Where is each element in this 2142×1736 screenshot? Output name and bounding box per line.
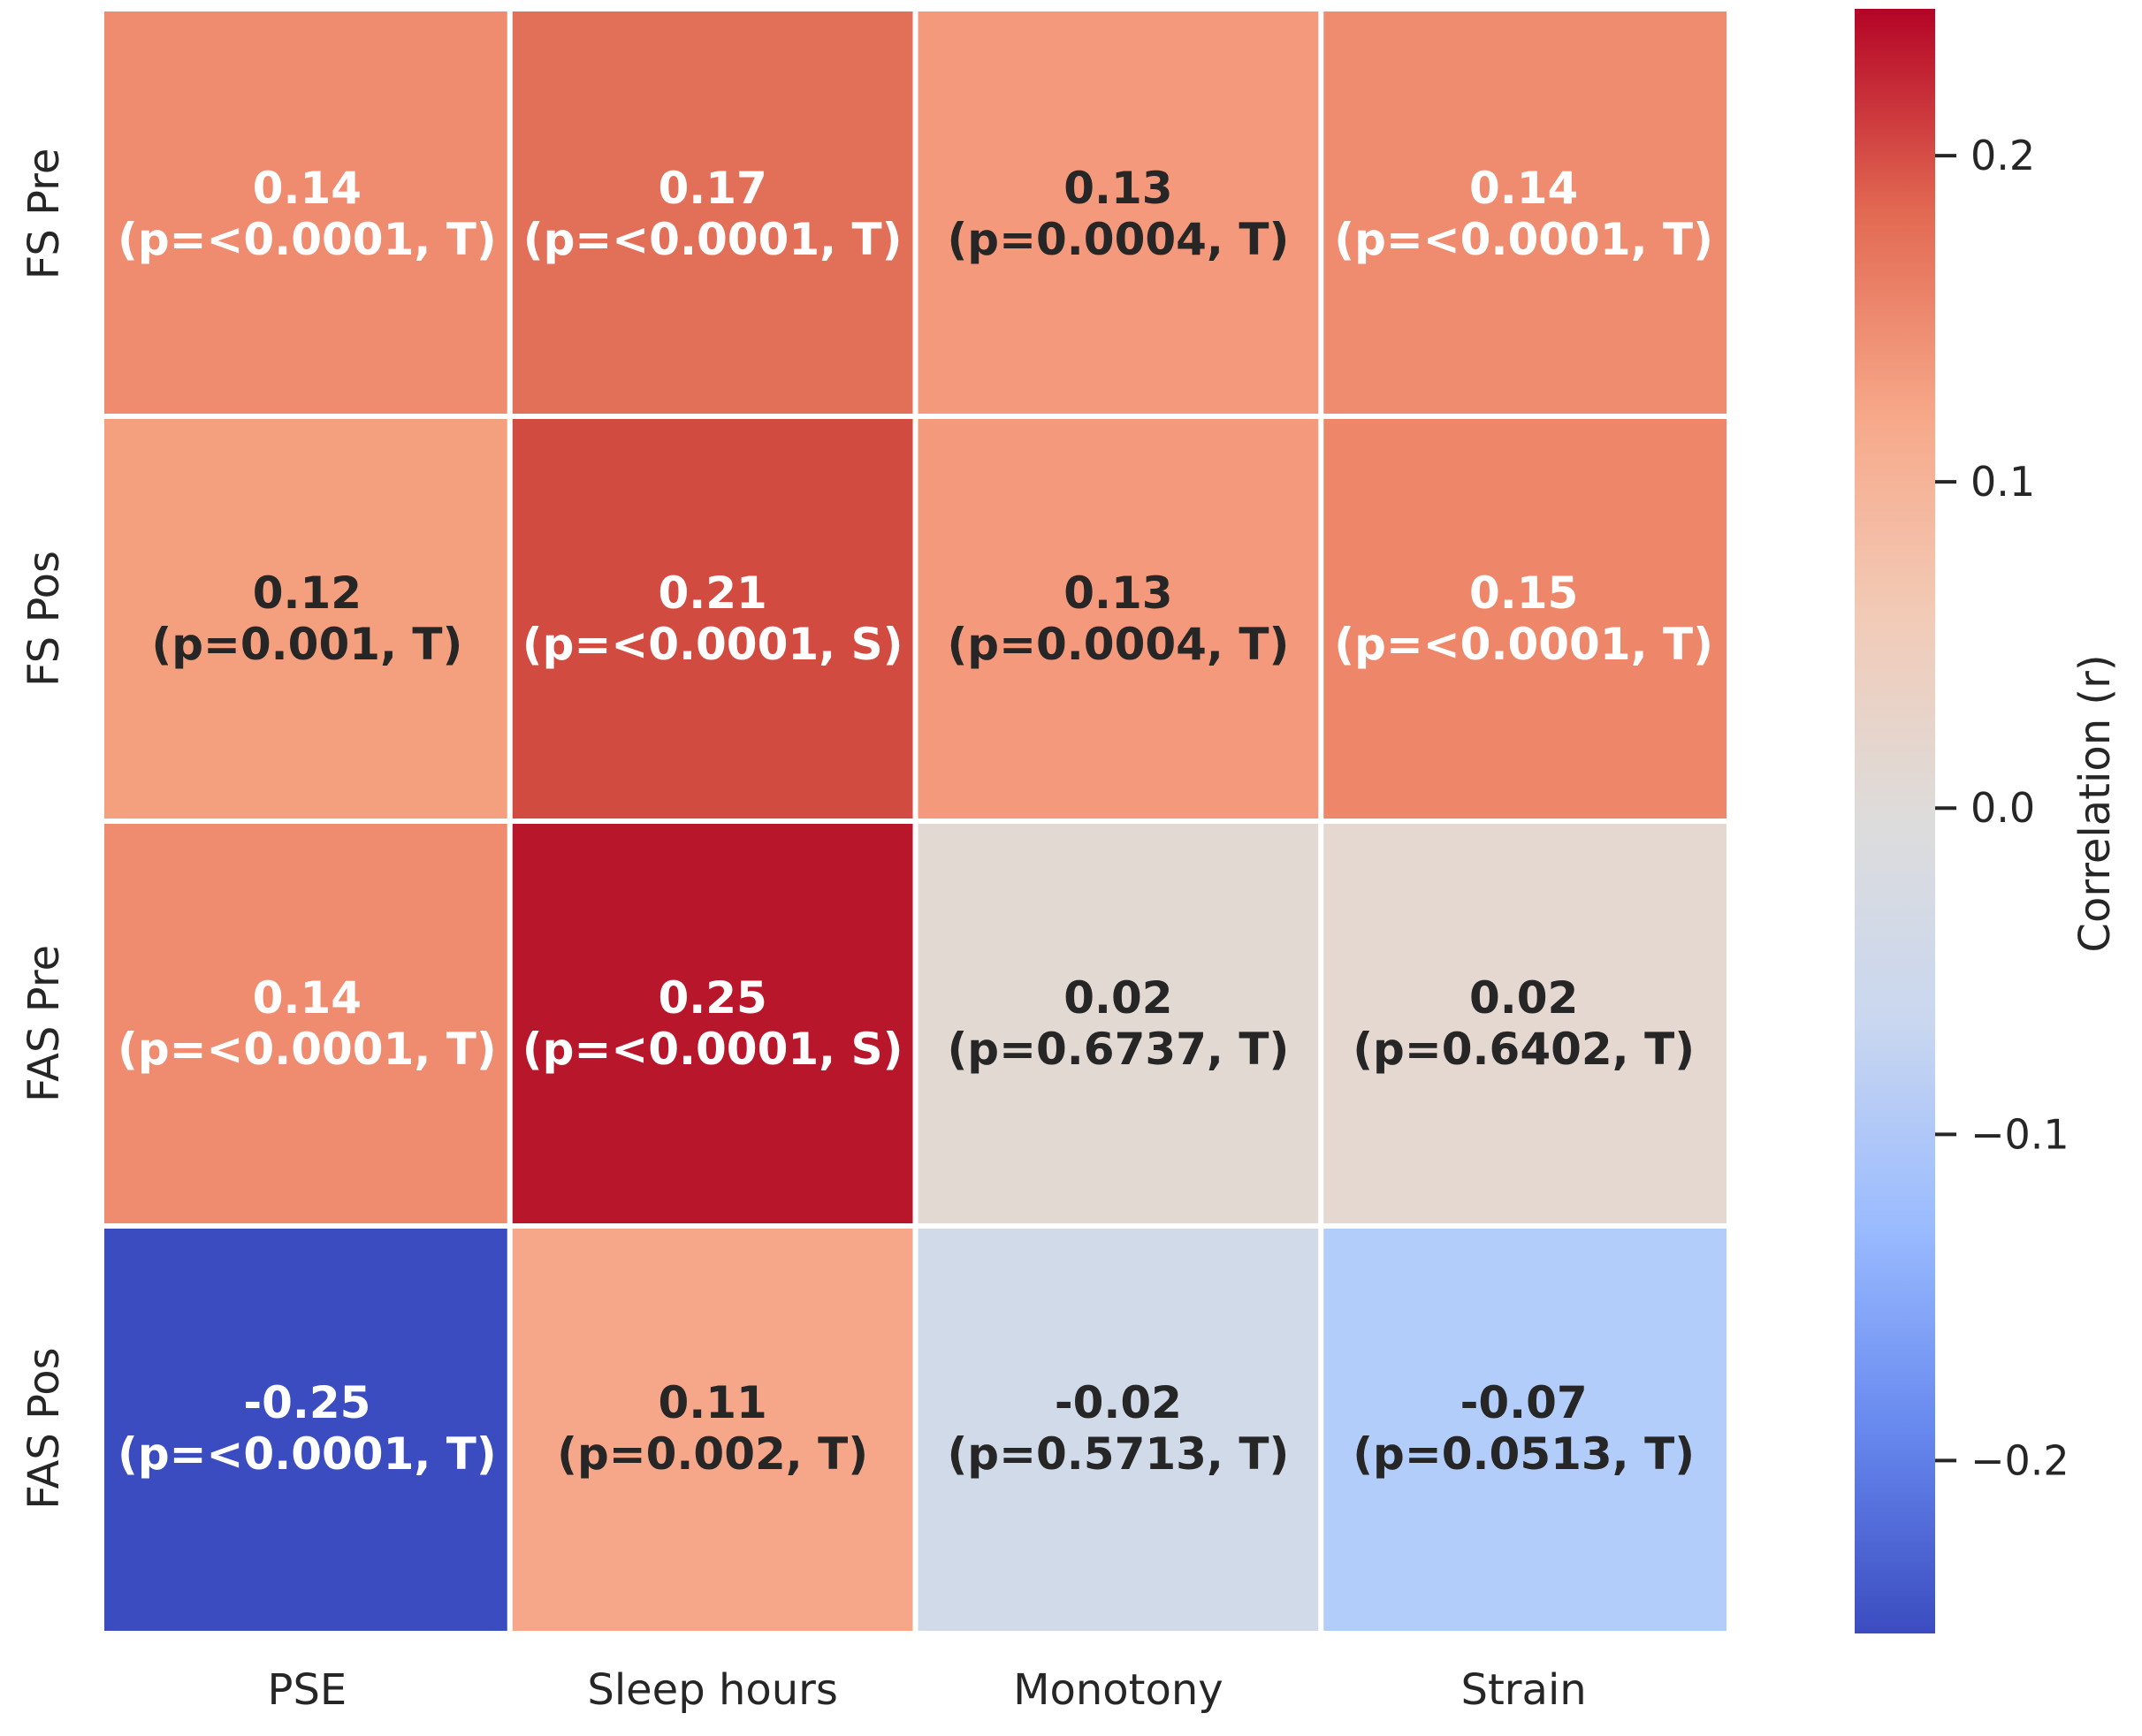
cell-value-label: 0.15 bbox=[1469, 567, 1578, 619]
cell-value-label: 0.14 bbox=[253, 163, 362, 214]
heatmap-cell: 0.13(p=0.0004, T) bbox=[918, 11, 1319, 414]
heatmap-cell-rect bbox=[918, 824, 1319, 1223]
cell-pvalue-label: (p=<0.0001, S) bbox=[522, 1024, 903, 1075]
cell-pvalue-label: (p=<0.0001, S) bbox=[522, 619, 903, 670]
heatmap-cell: 0.15(p=<0.0001, T) bbox=[1323, 419, 1727, 819]
colorbar: 0.2 0.1 0.0 −0.1 −0.2 Correlation (r) bbox=[1855, 9, 2120, 1633]
cell-pvalue-label: (p=0.6402, T) bbox=[1353, 1024, 1695, 1075]
cell-value-label: 0.13 bbox=[1063, 163, 1172, 214]
cell-value-label: 0.02 bbox=[1469, 972, 1578, 1024]
cell-value-label: 0.02 bbox=[1063, 972, 1172, 1024]
cell-value-label: 0.17 bbox=[658, 163, 766, 214]
heatmap-cell-rect bbox=[104, 11, 507, 414]
cell-pvalue-label: (p=0.5713, T) bbox=[947, 1428, 1289, 1480]
heatmap-cell: 0.14(p=<0.0001, T) bbox=[104, 824, 507, 1223]
cell-value-label: -0.02 bbox=[1055, 1377, 1182, 1428]
heatmap-cell-rect bbox=[1323, 419, 1727, 819]
heatmap-cell: 0.21(p=<0.0001, S) bbox=[512, 419, 913, 819]
cell-pvalue-label: (p=0.0004, T) bbox=[947, 619, 1289, 670]
heatmap-cell-rect bbox=[1323, 824, 1727, 1223]
heatmap-cell: 0.11(p=0.002, T) bbox=[512, 1229, 913, 1631]
x-tick-label: Monotony bbox=[1013, 1665, 1223, 1715]
heatmap-cell-rect bbox=[512, 1229, 913, 1631]
heatmap-cell-rect bbox=[1323, 11, 1727, 414]
x-tick-label: Strain bbox=[1461, 1665, 1587, 1715]
heatmap-cell: -0.07(p=0.0513, T) bbox=[1323, 1229, 1727, 1631]
x-axis-tick-labels: PSE Sleep hours Monotony Strain bbox=[268, 1665, 1587, 1715]
cell-value-label: 0.13 bbox=[1063, 567, 1172, 619]
y-axis-tick-labels: FS Pre FS Pos FAS Pre FAS Pos bbox=[19, 148, 69, 1510]
heatmap-cell: 0.13(p=0.0004, T) bbox=[918, 419, 1319, 819]
x-tick-label: PSE bbox=[268, 1665, 347, 1715]
cell-pvalue-label: (p=<0.0001, T) bbox=[118, 1024, 497, 1075]
cell-pvalue-label: (p=<0.0001, T) bbox=[118, 1428, 497, 1480]
heatmap-cell: -0.25(p=<0.0001, T) bbox=[104, 1229, 507, 1631]
cell-pvalue-label: (p=<0.0001, T) bbox=[118, 214, 497, 265]
cell-value-label: 0.12 bbox=[253, 567, 362, 619]
cell-value-label: 0.11 bbox=[658, 1377, 766, 1428]
cell-value-label: 0.14 bbox=[1469, 163, 1578, 214]
colorbar-label: Correlation (r) bbox=[2070, 654, 2120, 952]
colorbar-tick-label: −0.1 bbox=[1970, 1110, 2070, 1158]
cell-pvalue-label: (p=<0.0001, T) bbox=[1334, 214, 1713, 265]
cell-pvalue-label: (p=0.0513, T) bbox=[1353, 1428, 1695, 1480]
colorbar-tick-label: 0.0 bbox=[1970, 784, 2035, 832]
heatmap-cell-rect bbox=[512, 419, 913, 819]
colorbar-ticks: 0.2 0.1 0.0 −0.1 −0.2 bbox=[1935, 132, 2070, 1484]
colorbar-tick-label: 0.1 bbox=[1970, 458, 2035, 506]
cell-pvalue-label: (p=0.6737, T) bbox=[947, 1024, 1289, 1075]
heatmap-cell-rect bbox=[1323, 1229, 1727, 1631]
cell-value-label: -0.07 bbox=[1460, 1377, 1588, 1428]
x-tick-label: Sleep hours bbox=[587, 1665, 838, 1715]
heatmap-cell-rect bbox=[918, 419, 1319, 819]
cell-value-label: 0.21 bbox=[658, 567, 766, 619]
heatmap-cell-rect bbox=[918, 11, 1319, 414]
heatmap-cell: 0.02(p=0.6402, T) bbox=[1323, 824, 1727, 1223]
heatmap-cell: 0.17(p=<0.0001, T) bbox=[512, 11, 913, 414]
heatmap-cell-rect bbox=[104, 419, 507, 819]
heatmap-cell-rect bbox=[512, 824, 913, 1223]
heatmap-cell-rect bbox=[512, 11, 913, 414]
cell-pvalue-label: (p=<0.0001, T) bbox=[523, 214, 903, 265]
cell-pvalue-label: (p=0.001, T) bbox=[151, 619, 462, 670]
heatmap-cell-rect bbox=[918, 1229, 1319, 1631]
cell-pvalue-label: (p=0.0004, T) bbox=[947, 214, 1289, 265]
heatmap-cell: 0.02(p=0.6737, T) bbox=[918, 824, 1319, 1223]
y-tick-label: FAS Pre bbox=[19, 945, 69, 1102]
colorbar-tick-label: −0.2 bbox=[1970, 1436, 2070, 1484]
colorbar-tick-label: 0.2 bbox=[1970, 132, 2035, 179]
cell-value-label: 0.14 bbox=[253, 972, 362, 1024]
heatmap-cell: 0.12(p=0.001, T) bbox=[104, 419, 507, 819]
heatmap-cell-rect bbox=[104, 1229, 507, 1631]
heatmap-cell: 0.14(p=<0.0001, T) bbox=[1323, 11, 1727, 414]
heatmap-cell: 0.14(p=<0.0001, T) bbox=[104, 11, 507, 414]
colorbar-gradient bbox=[1855, 9, 1935, 1633]
y-tick-label: FS Pos bbox=[19, 551, 69, 687]
heatmap-cells: 0.14(p=<0.0001, T)0.17(p=<0.0001, T)0.13… bbox=[104, 11, 1727, 1631]
y-tick-label: FAS Pos bbox=[19, 1347, 69, 1509]
cell-value-label: 0.25 bbox=[658, 972, 766, 1024]
heatmap-cell-rect bbox=[104, 824, 507, 1223]
cell-pvalue-label: (p=0.002, T) bbox=[557, 1428, 868, 1480]
cell-value-label: -0.25 bbox=[243, 1377, 370, 1428]
cell-pvalue-label: (p=<0.0001, T) bbox=[1334, 619, 1713, 670]
heatmap-cell: -0.02(p=0.5713, T) bbox=[918, 1229, 1319, 1631]
y-tick-label: FS Pre bbox=[19, 148, 69, 280]
heatmap-cell: 0.25(p=<0.0001, S) bbox=[512, 824, 913, 1223]
